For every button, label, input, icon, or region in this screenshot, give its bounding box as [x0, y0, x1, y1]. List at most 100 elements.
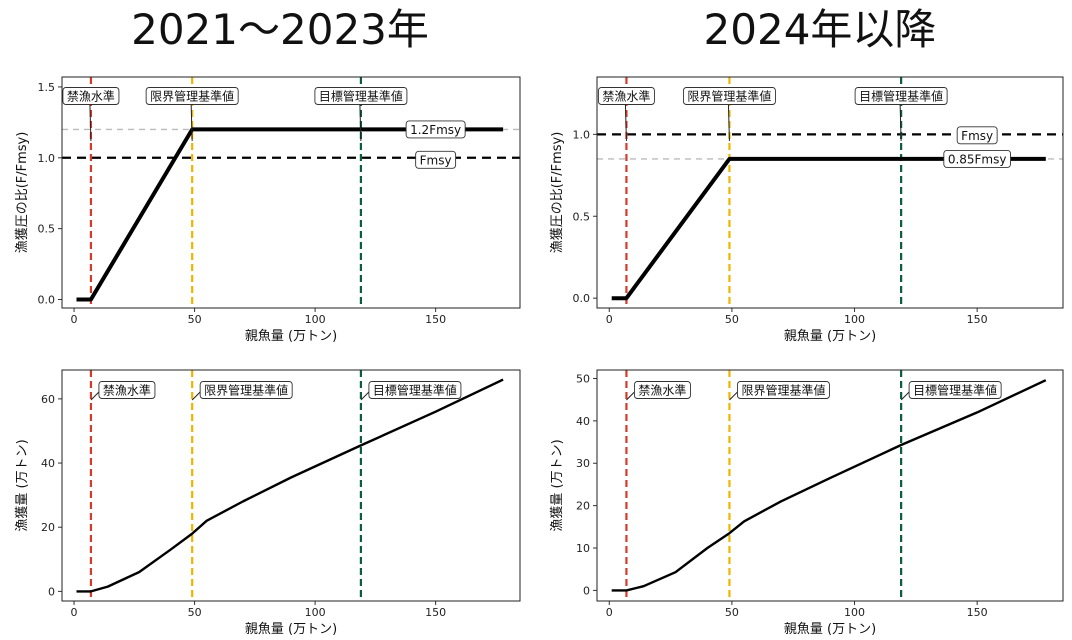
- label-box-限界管理基準値: [145, 87, 239, 105]
- column-title-right: 2024年以降: [703, 5, 937, 54]
- label-leader: [90, 391, 100, 401]
- label-box-限界管理基準値: [736, 381, 830, 399]
- hline-label-1.2Fmsy: [405, 120, 466, 139]
- label-box-禁漁水準: [62, 87, 120, 105]
- hline-label-Fmsy: [415, 150, 457, 169]
- label-leader: [899, 104, 902, 142]
- series-line: [611, 156, 1046, 301]
- label-box-目標管理基準値: [908, 381, 1002, 399]
- label-leader: [727, 104, 730, 142]
- chart-panel-top-left: 0 50 100 150 0.0 0.5 1.0 1.5 親魚量 (万トン) 漁獲圧の比(F/Fm…: [15, 76, 521, 344]
- label-leader: [360, 391, 370, 401]
- hline-label-1.2Fmsy-text: 1.2Fmsy: [410, 123, 461, 137]
- y-tick-label: 60: [41, 393, 55, 406]
- plot-frame: [61, 369, 521, 602]
- plot-frame: [596, 369, 1064, 602]
- x-tick-label: 50: [725, 313, 739, 326]
- y-tick-label: 0.5: [38, 223, 56, 236]
- y-tick-label: 40: [576, 415, 590, 428]
- label-box-限界管理基準値: [682, 87, 776, 105]
- label-box-限界管理基準値-text: 限界管理基準値: [204, 383, 288, 398]
- x-tick-label: 100: [844, 313, 865, 326]
- chart-panel-top-right: 0 50 100 150 0.0 0.5 1.0 親魚量 (万トン) 漁獲圧の比(F/Fmsy)…: [550, 76, 1064, 344]
- label-box-目標管理基準値-text: 目標管理基準値: [859, 89, 943, 104]
- label-leader: [624, 104, 627, 142]
- hline-label-Fmsy-text: Fmsy: [420, 153, 452, 167]
- x-tick-label: 100: [305, 313, 326, 326]
- y-axis-title: 漁獲圧の比(F/Fmsy): [15, 132, 30, 254]
- label-box-禁漁水準: [98, 381, 156, 399]
- x-tick-label: 150: [967, 313, 988, 326]
- y-axis-title: 漁獲量 (万トン): [15, 439, 30, 531]
- y-tick-label: 0: [583, 584, 590, 597]
- y-tick-label: 10: [576, 542, 590, 555]
- label-leader: [191, 391, 201, 401]
- label-box-目標管理基準値-text: 目標管理基準値: [913, 383, 997, 398]
- hline-label-0.85Fmsy: [943, 149, 1011, 168]
- x-tick-label: 0: [71, 606, 78, 619]
- y-tick-label: 1.0: [38, 152, 56, 165]
- hline-label-Fmsy-text: Fmsy: [961, 129, 993, 143]
- label-box-目標管理基準値-text: 目標管理基準値: [373, 383, 457, 398]
- label-box-目標管理基準値-text: 目標管理基準値: [319, 89, 403, 104]
- x-tick-label: 50: [188, 313, 202, 326]
- y-tick-label: 0: [48, 585, 55, 598]
- y-tick-label: 0.0: [38, 293, 56, 306]
- x-axis-title: 親魚量 (万トン): [245, 329, 337, 344]
- y-tick-label: 20: [41, 521, 55, 534]
- label-box-限界管理基準値: [199, 381, 293, 399]
- x-tick-label: 150: [425, 313, 446, 326]
- label-leader: [900, 391, 910, 401]
- series-line: [76, 127, 504, 302]
- y-tick-label: 20: [576, 500, 590, 513]
- y-tick-label: 1.5: [38, 81, 56, 94]
- y-tick-label: 40: [41, 457, 55, 470]
- x-axis-title: 親魚量 (万トン): [784, 622, 876, 637]
- x-axis-title: 親魚量 (万トン): [784, 329, 876, 344]
- x-tick-label: 0: [71, 313, 78, 326]
- column-title-left: 2021～2023年: [131, 5, 429, 54]
- series-line: [611, 379, 1047, 592]
- label-leader: [729, 391, 738, 401]
- label-box-禁漁水準: [633, 381, 691, 399]
- y-axis-title: 漁獲圧の比(F/Fmsy): [550, 132, 565, 254]
- x-tick-label: 0: [606, 606, 613, 619]
- x-tick-label: 50: [725, 606, 739, 619]
- label-box-禁漁水準: [597, 87, 655, 105]
- y-tick-label: 1.0: [573, 128, 591, 141]
- y-tick-label: 30: [576, 457, 590, 470]
- x-tick-label: 0: [606, 313, 613, 326]
- label-box-限界管理基準値-text: 限界管理基準値: [150, 89, 234, 104]
- x-tick-label: 100: [305, 606, 326, 619]
- label-box-目標管理基準値: [854, 87, 948, 105]
- x-tick-label: 50: [188, 606, 202, 619]
- label-box-目標管理基準値: [314, 87, 408, 105]
- y-tick-label: 0.0: [573, 292, 591, 305]
- label-box-禁漁水準-text: 禁漁水準: [103, 383, 151, 398]
- x-tick-label: 100: [844, 606, 865, 619]
- hline-label-Fmsy: [956, 126, 998, 145]
- y-axis-title: 漁獲量 (万トン): [550, 439, 565, 531]
- label-box-限界管理基準値-text: 限界管理基準値: [741, 383, 825, 398]
- y-tick-label: 50: [576, 372, 590, 385]
- x-axis-title: 親魚量 (万トン): [245, 622, 337, 637]
- plot-frame: [61, 76, 521, 309]
- hline-label-0.85Fmsy-text: 0.85Fmsy: [948, 152, 1007, 166]
- x-tick-label: 150: [967, 606, 988, 619]
- y-tick-label: 0.5: [573, 210, 591, 223]
- label-box-禁漁水準-text: 禁漁水準: [602, 89, 650, 104]
- label-leader: [626, 391, 635, 401]
- chart-panel-bottom-left: 0 50 100 150 0 20 40 60 親魚量 (万トン) 漁獲量 (万トン) 禁漁水準 限界…: [15, 369, 521, 637]
- label-leader: [89, 104, 92, 142]
- plot-frame: [596, 76, 1064, 309]
- label-box-目標管理基準値: [368, 381, 462, 399]
- label-box-限界管理基準値-text: 限界管理基準値: [687, 89, 771, 104]
- x-tick-label: 150: [425, 606, 446, 619]
- label-leader: [359, 104, 362, 142]
- label-leader: [190, 104, 193, 142]
- label-box-禁漁水準-text: 禁漁水準: [67, 89, 115, 104]
- chart-panel-bottom-right: 0 50 100 150 0 10 20 30 40 50 親魚量 (万トン) 漁獲量 (万トン) 禁漁…: [550, 369, 1064, 637]
- label-box-禁漁水準-text: 禁漁水準: [638, 383, 686, 398]
- series-line: [76, 378, 504, 593]
